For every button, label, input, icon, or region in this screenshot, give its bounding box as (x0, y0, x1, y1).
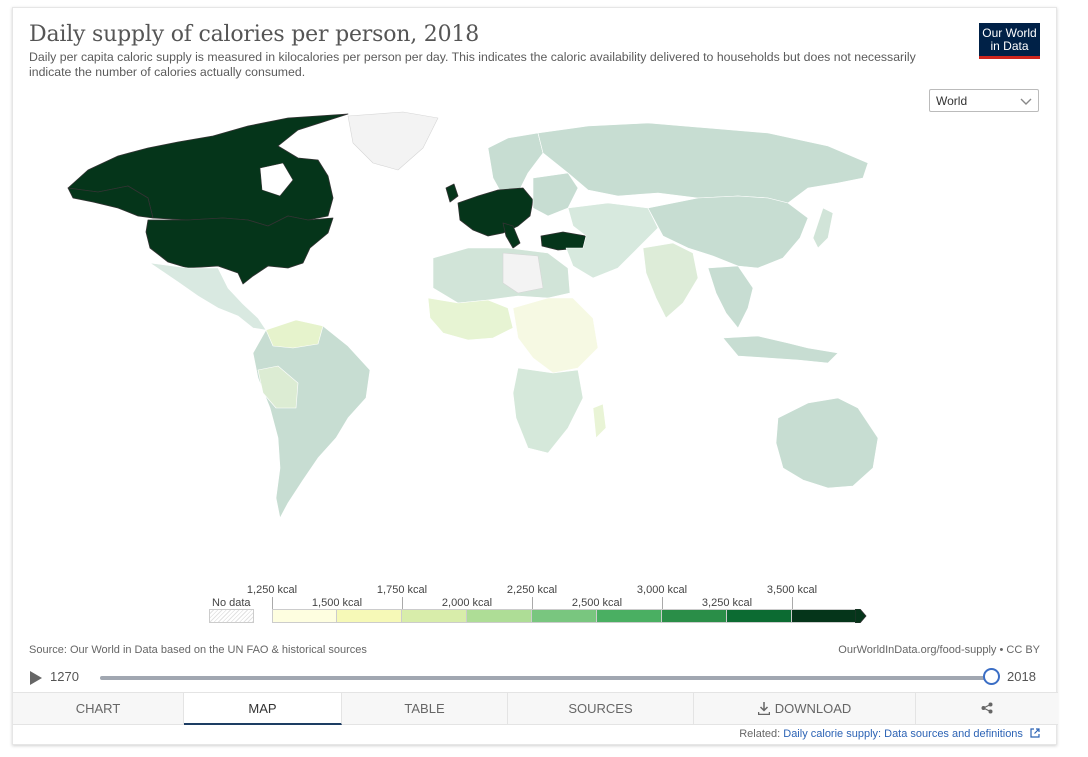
play-icon[interactable] (30, 671, 42, 685)
tab-download-label: DOWNLOAD (774, 701, 852, 716)
timeline-track[interactable] (100, 676, 992, 680)
chevron-down-icon (1020, 98, 1032, 105)
map-bolivia-peru[interactable] (257, 365, 299, 409)
logo-line-1: Our World (982, 26, 1037, 40)
share-icon (981, 702, 993, 714)
related-link[interactable]: Daily calorie supply: Data sources and d… (783, 728, 1023, 740)
map-scandinavia[interactable] (487, 132, 544, 197)
legend-no-data-label: No data (212, 597, 251, 609)
tab-table[interactable]: TABLE (342, 693, 508, 725)
related-prefix: Related: (739, 728, 781, 740)
map-japan[interactable] (812, 207, 834, 249)
download-icon (757, 702, 770, 715)
related-note: Related: Daily calorie supply: Data sour… (739, 728, 1040, 740)
view-tabs: CHART MAP TABLE SOURCES DOWNLOAD (13, 692, 1058, 725)
timeline-handle[interactable] (983, 668, 1000, 685)
legend-tick-label: 1,750 kcal (376, 584, 428, 596)
map-libya-no-data[interactable] (502, 252, 544, 294)
external-link-icon[interactable] (1030, 728, 1040, 738)
region-select-value: World (936, 94, 968, 108)
source-note: Source: Our World in Data based on the U… (29, 644, 367, 656)
map-north-africa[interactable] (432, 247, 571, 304)
map-western-europe[interactable] (457, 187, 534, 237)
timeline-end-year: 2018 (1007, 669, 1036, 684)
chart-title: Daily supply of calories per person, 201… (29, 22, 479, 47)
world-map (67, 111, 878, 519)
legend-bin[interactable] (597, 609, 662, 623)
map-turkey[interactable] (540, 231, 587, 251)
map-china[interactable] (647, 195, 809, 269)
legend-bin[interactable] (792, 609, 857, 623)
legend-tick-label: 1,250 kcal (246, 584, 298, 596)
map-southern-africa[interactable] (512, 367, 584, 454)
legend-bin[interactable] (467, 609, 532, 623)
timeline: 1270 2018 (13, 666, 1058, 692)
chart-card: Daily supply of calories per person, 201… (12, 7, 1058, 745)
legend-tick-line (792, 597, 793, 609)
legend-arrow (855, 609, 867, 623)
chart-subtitle: Daily per capita caloric supply is measu… (29, 50, 916, 79)
logo-line-2: in Data (990, 39, 1029, 53)
map-greenland[interactable] (347, 111, 439, 171)
legend-tick-label: 1,500 kcal (311, 597, 363, 609)
legend-tick-label: 3,500 kcal (766, 584, 818, 596)
map-australia[interactable] (775, 397, 878, 489)
legend-tick-label: 3,000 kcal (636, 584, 688, 596)
owid-logo[interactable]: Our World in Data (979, 23, 1040, 59)
map-uk[interactable] (445, 183, 459, 203)
source-url[interactable]: OurWorldInData.org/food-supply • CC BY (838, 644, 1040, 656)
legend-tick-line (402, 597, 403, 609)
timeline-start-year: 1270 (50, 669, 79, 684)
map-alaska[interactable] (67, 185, 154, 219)
legend-bin[interactable] (337, 609, 402, 623)
map-canada[interactable] (67, 113, 349, 227)
tab-map[interactable]: MAP (184, 693, 342, 725)
legend-bin[interactable] (532, 609, 597, 623)
share-button[interactable] (916, 693, 1058, 725)
legend-tick-line (662, 597, 663, 609)
legend-tick-line (272, 597, 273, 609)
map-madagascar[interactable] (592, 403, 607, 439)
map-south-america[interactable] (252, 319, 371, 519)
legend-tick-label: 3,250 kcal (701, 597, 753, 609)
legend-no-data-swatch (209, 609, 254, 623)
legend-tick-label: 2,250 kcal (506, 584, 558, 596)
legend-bin[interactable] (662, 609, 727, 623)
map-indonesia[interactable] (722, 335, 839, 364)
legend-bin[interactable] (402, 609, 467, 623)
map-colombia-venezuela[interactable] (265, 319, 324, 349)
map-usa[interactable] (145, 215, 334, 285)
tab-download[interactable]: DOWNLOAD (694, 693, 916, 725)
map-russia[interactable] (537, 122, 869, 204)
legend-bin[interactable] (272, 609, 337, 623)
tab-sources[interactable]: SOURCES (508, 693, 694, 725)
legend-bin[interactable] (727, 609, 792, 623)
tab-chart[interactable]: CHART (13, 693, 184, 725)
map-italy[interactable] (502, 222, 521, 249)
legend-tick-label: 2,000 kcal (441, 597, 493, 609)
region-select[interactable]: World (929, 89, 1039, 112)
map-india[interactable] (642, 242, 699, 319)
map-central-east-africa[interactable] (512, 297, 599, 374)
map-west-africa[interactable] (427, 297, 514, 341)
legend-tick-label: 2,500 kcal (571, 597, 623, 609)
map-southeast-asia[interactable] (707, 265, 754, 329)
color-legend: No data 1,250 kcal 1,750 kcal 2,250 kcal 3,… (13, 583, 1058, 623)
legend-tick-line (532, 597, 533, 609)
